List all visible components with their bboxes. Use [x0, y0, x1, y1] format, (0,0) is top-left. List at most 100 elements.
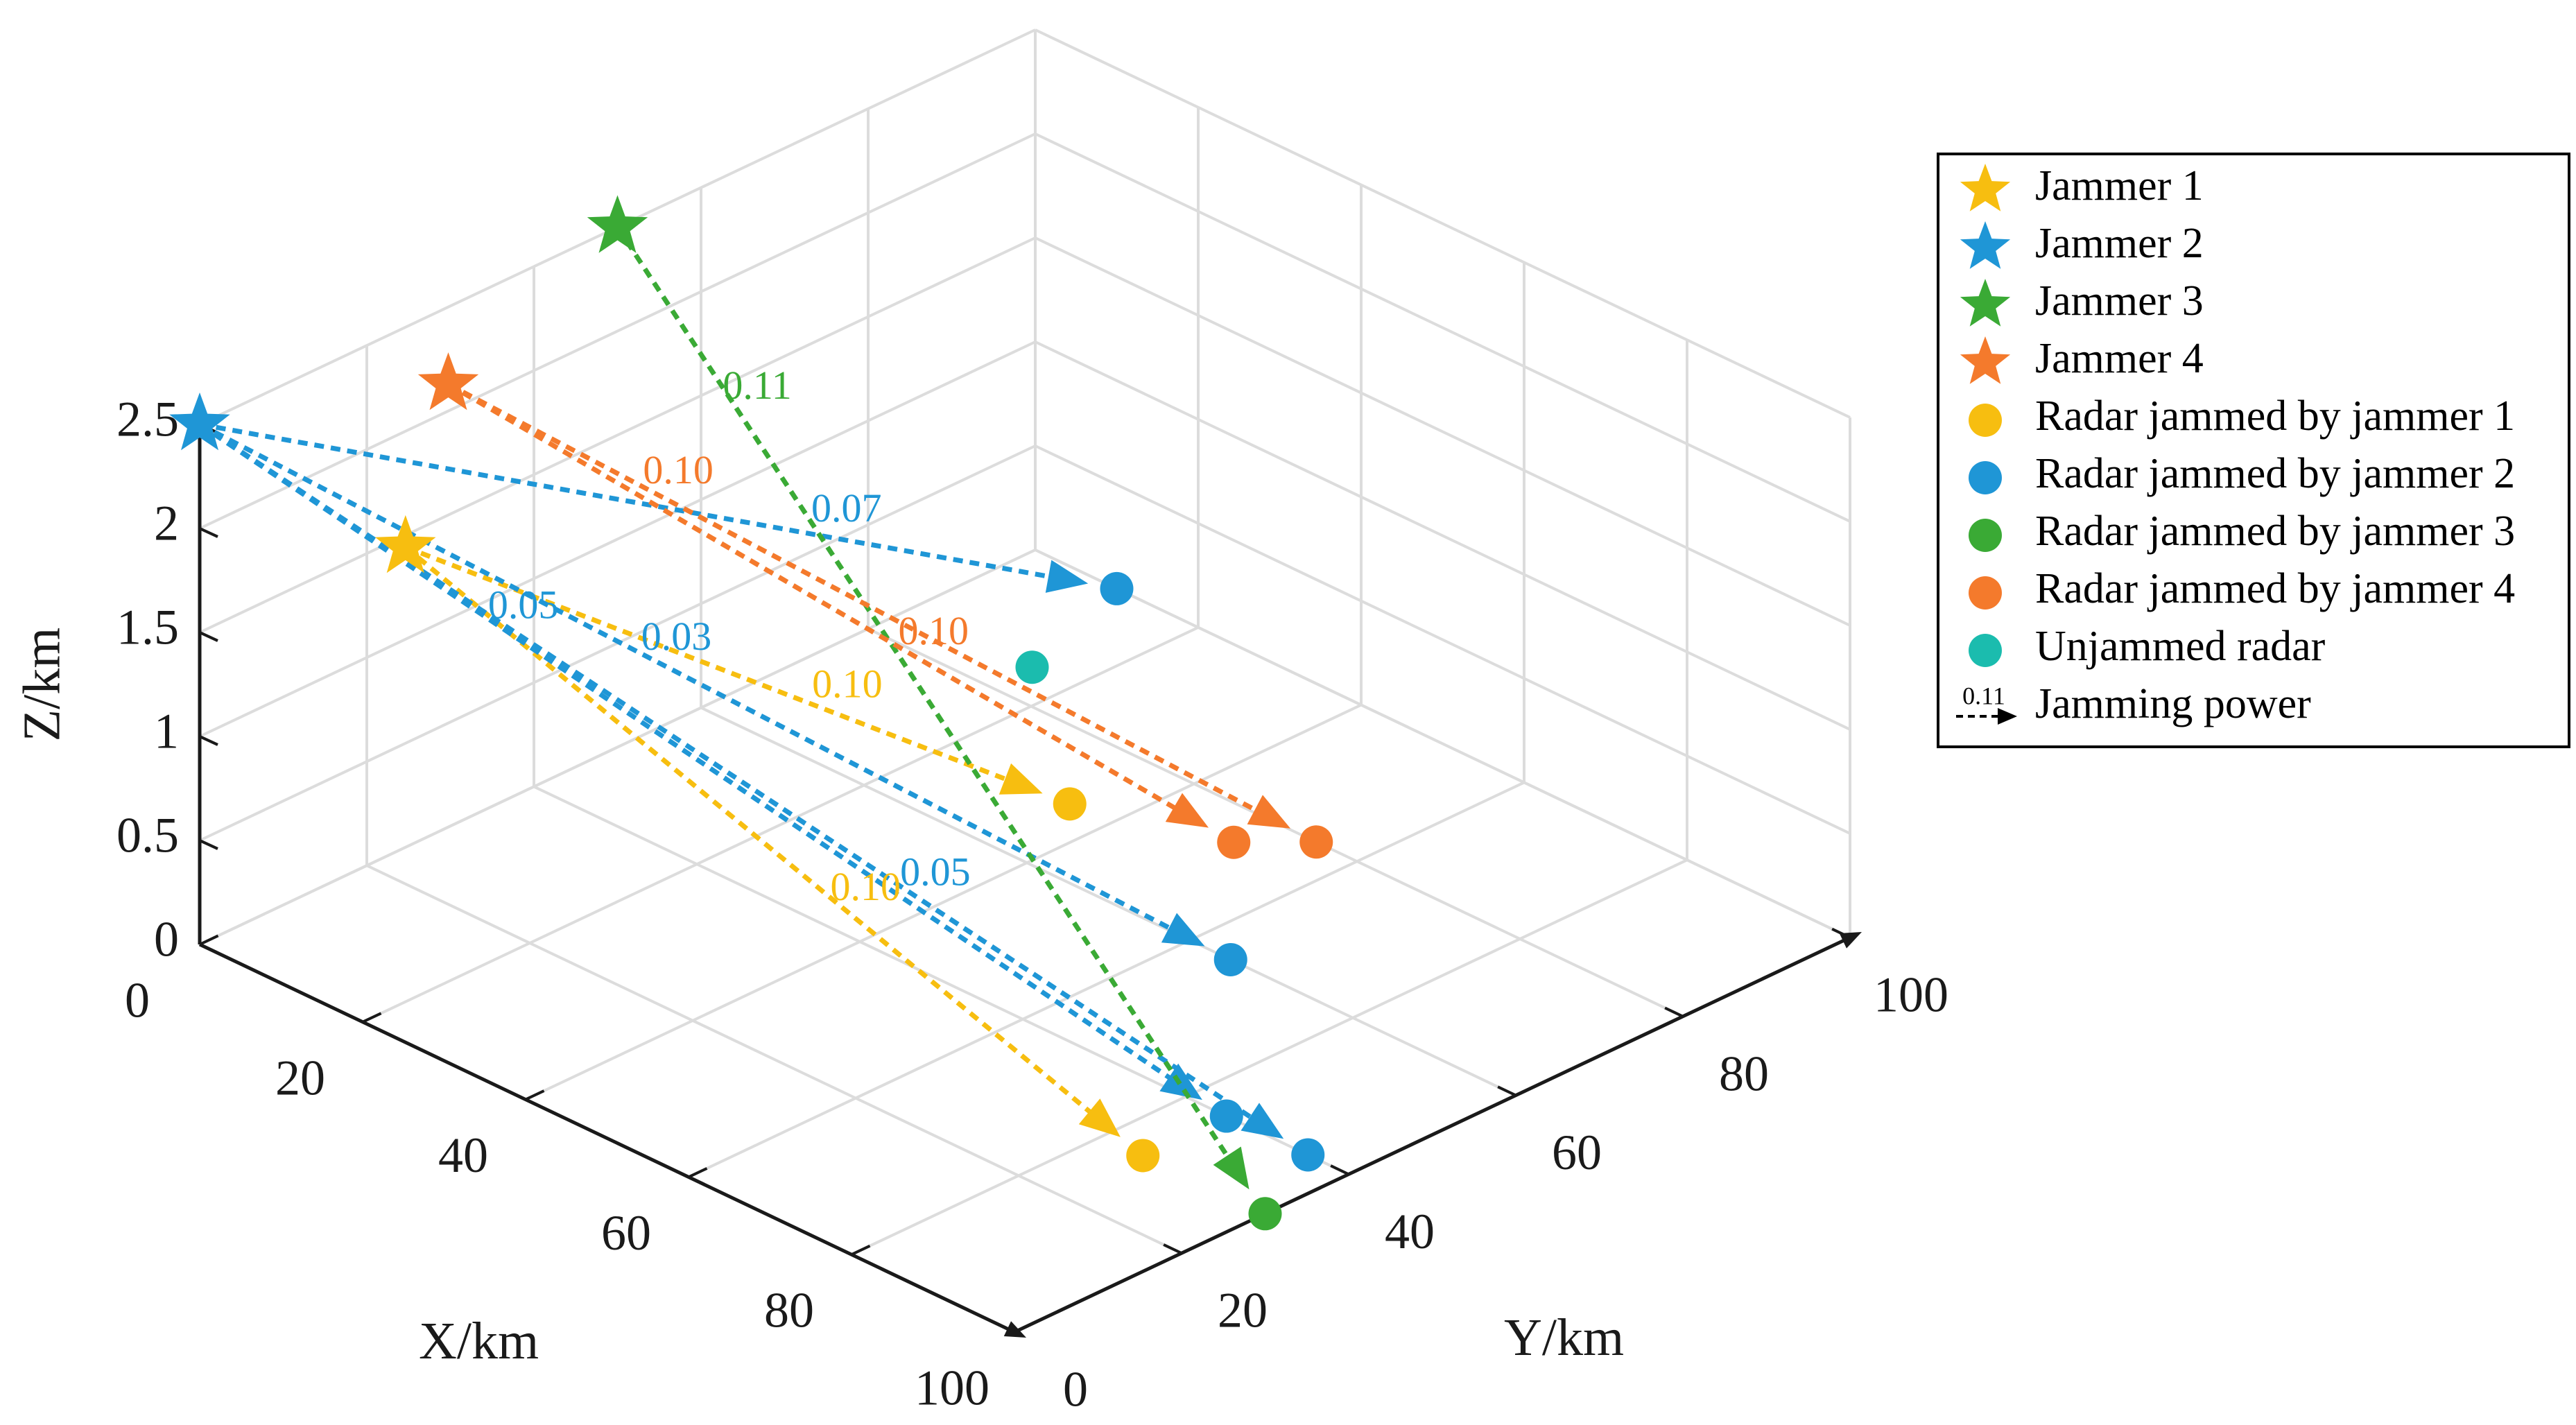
- z-tick: [199, 839, 218, 850]
- legend-circle-icon: [1969, 404, 2002, 437]
- legend-label: Unjammed radar: [2035, 623, 2326, 670]
- y-axis-line: [1013, 935, 1851, 1334]
- jamming-link: [198, 422, 1181, 1087]
- radar-jammed-by-jammer-4: [1299, 825, 1333, 859]
- y-tick: [1664, 1006, 1684, 1018]
- y-tick-label: 80: [1719, 1046, 1769, 1101]
- jamming-arrowhead: [1161, 913, 1205, 947]
- jamming-link: [198, 422, 1262, 1126]
- jamming-power-label: 0.05: [900, 849, 971, 895]
- jamming-arrowhead: [1241, 1103, 1284, 1139]
- x-axis-title: X/km: [419, 1312, 539, 1370]
- radar-jammed-by-jammer-1: [1053, 787, 1087, 821]
- jammer-4-star: [417, 352, 479, 411]
- z-tick-label: 2.5: [116, 392, 179, 447]
- axis-layer: 0 20 40 60 80 100 0 20 40 60 80 100 0 0.5 1 1.5 2 2.5 X/km…: [12, 392, 1948, 1417]
- z-tick-label: 2: [154, 496, 179, 551]
- grid-line: [1035, 549, 1851, 939]
- x-tick: [199, 934, 219, 946]
- radar-jammed-by-jammer-4: [1217, 825, 1251, 859]
- z-tick: [199, 631, 218, 642]
- grid-line: [851, 858, 1688, 1256]
- z-tick-label: 1: [154, 704, 179, 759]
- jamming-power-label: 0.10: [812, 662, 883, 707]
- y-tick-label: 20: [1218, 1283, 1268, 1338]
- grid-line: [1035, 132, 1851, 523]
- legend-star-icon: [1960, 164, 2011, 211]
- radar-unjammed: [1015, 650, 1049, 684]
- radar-jammed-by-jammer-3: [1248, 1197, 1282, 1231]
- jammer-2-star: [169, 392, 230, 451]
- grid-line: [199, 340, 1036, 738]
- jamming-arrowhead: [1165, 793, 1209, 828]
- x-tick: [525, 1089, 545, 1101]
- legend-label: Jamming power: [2035, 680, 2311, 727]
- z-tick-label: 0: [154, 912, 179, 967]
- z-tick-label: 1.5: [116, 600, 179, 655]
- x-tick: [362, 1012, 382, 1024]
- y-tick: [1163, 1243, 1182, 1255]
- y-tick: [1831, 927, 1851, 939]
- radar-jammed-by-jammer-2: [1100, 571, 1134, 605]
- jamming-arrowhead: [1247, 795, 1291, 829]
- legend-box: [1937, 153, 2570, 748]
- y-tick: [996, 1322, 1015, 1333]
- jamming-link: [447, 382, 1186, 816]
- jamming-link: [447, 382, 1268, 818]
- y-tick-label: 100: [1874, 967, 1948, 1023]
- radar-jammed-by-jammer-2: [1213, 942, 1247, 976]
- radar-jammed-by-jammer-2: [1209, 1099, 1243, 1133]
- legend-circle-icon: [1969, 461, 2002, 494]
- jamming-arrowhead: [999, 763, 1043, 795]
- grid-line: [366, 864, 1182, 1255]
- legend-label: Radar jammed by jammer 1: [2035, 392, 2515, 440]
- jammer-3-star: [587, 195, 648, 253]
- x-axis-arrow: [1003, 1321, 1026, 1338]
- legend: Jammer 1 Jammer 2 Jammer 3 Jammer 4 Radar ja…: [1937, 153, 2570, 748]
- legend-label: Radar jammed by jammer 3: [2035, 508, 2515, 555]
- marker-layer: [169, 195, 1333, 1231]
- grid-line: [1035, 444, 1851, 835]
- legend-star-icon: [1960, 336, 2011, 384]
- legend-arrowhead-icon: [1998, 708, 2017, 725]
- y-tick: [1330, 1164, 1349, 1176]
- x-tick-label: 100: [915, 1361, 989, 1416]
- label-layer: 0.100.100.030.070.050.050.110.100.10: [488, 363, 971, 909]
- legend-label: Jammer 1: [2035, 162, 2204, 209]
- radar-jammed-by-jammer-2: [1291, 1138, 1325, 1172]
- z-tick: [199, 735, 218, 746]
- legend-star-icon: [1960, 279, 2011, 327]
- x-axis-line: [198, 942, 1016, 1334]
- jamming-power-label: 0.10: [899, 608, 969, 653]
- legend-label: Jammer 2: [2035, 220, 2204, 267]
- jamming-power-label: 0.03: [641, 614, 712, 659]
- x-tick-label: 0: [125, 973, 150, 1028]
- y-tick-label: 40: [1385, 1204, 1435, 1259]
- legend-label: Jammer 3: [2035, 277, 2204, 325]
- grid-line: [1035, 28, 1851, 419]
- x-tick-label: 80: [764, 1283, 814, 1338]
- grid-line: [525, 703, 1362, 1101]
- x-tick: [851, 1244, 871, 1256]
- jamming-arrowhead: [1213, 1146, 1250, 1190]
- jamming-link: [198, 422, 1182, 936]
- legend-label: Jammer 4: [2035, 335, 2204, 382]
- grid-line: [199, 236, 1036, 634]
- y-tick: [1497, 1085, 1516, 1097]
- y-tick-label: 60: [1552, 1125, 1602, 1180]
- jamming-arrowhead: [1078, 1098, 1121, 1137]
- jamming-link: [199, 422, 1062, 581]
- z-tick-label: 0.5: [116, 808, 179, 863]
- grid-line: [700, 706, 1516, 1097]
- jamming-link: [404, 544, 1018, 786]
- y-tick-label: 0: [1063, 1362, 1088, 1417]
- legend-star-icon: [1960, 221, 2011, 269]
- grid-line: [1035, 340, 1851, 731]
- x-tick-label: 40: [438, 1128, 488, 1183]
- z-tick: [199, 527, 218, 538]
- legend-label: Radar jammed by jammer 4: [2035, 565, 2515, 612]
- x-tick: [1014, 1322, 1034, 1333]
- jamming-power-label: 0.07: [811, 485, 882, 530]
- x-tick-label: 60: [601, 1205, 651, 1261]
- z-axis-title: Z/km: [12, 628, 71, 742]
